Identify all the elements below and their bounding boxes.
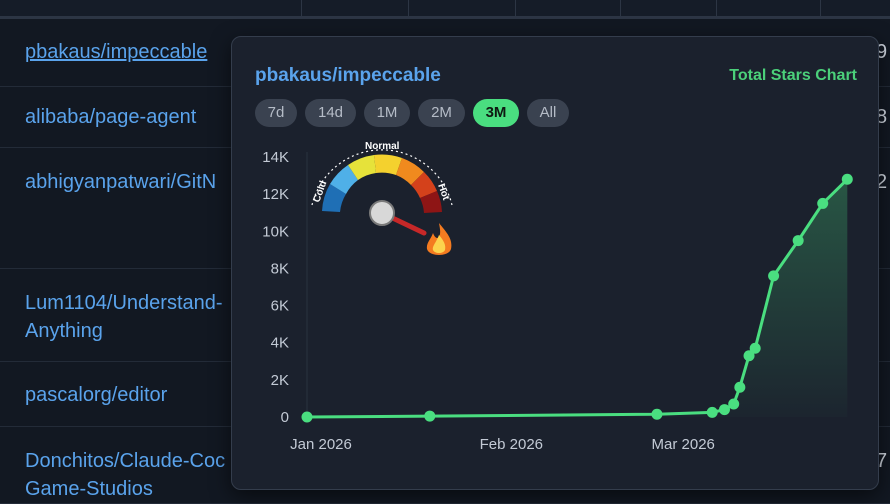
gauge-label-normal: Normal — [365, 141, 400, 152]
gauge-segment-cold — [322, 184, 346, 212]
popup-title[interactable]: pbakaus/impeccable — [255, 65, 441, 86]
data-point[interactable] — [424, 410, 436, 422]
row-value: 8 — [876, 106, 888, 128]
range-14d-button[interactable]: 14d — [305, 99, 356, 127]
data-point[interactable] — [768, 270, 780, 282]
repo-link-line2[interactable]: Game-Studios — [25, 478, 153, 500]
repo-link[interactable]: pbakaus/impeccable — [25, 41, 208, 63]
gauge-segment-warm — [396, 158, 424, 185]
table-header-strip — [0, 0, 890, 19]
y-tick-label: 0 — [281, 409, 289, 426]
range-7d-button[interactable]: 7d — [255, 99, 297, 127]
data-point[interactable] — [718, 404, 730, 416]
column-divider — [820, 0, 821, 16]
x-tick-label: Mar 2026 — [652, 436, 715, 453]
data-point[interactable] — [743, 350, 755, 362]
data-point[interactable] — [817, 197, 829, 209]
gauge-segment-very-hot — [420, 191, 442, 213]
gauge-segment-cool — [330, 165, 358, 194]
gauge-segment-normal — [374, 154, 402, 175]
data-point[interactable] — [301, 411, 313, 423]
data-point[interactable] — [749, 342, 761, 354]
stars-chart-popup: pbakaus/impeccable Total Stars Chart 7d … — [231, 36, 879, 490]
y-tick-label: 4K — [271, 335, 289, 352]
x-tick-label: Feb 2026 — [480, 436, 543, 453]
y-tick-label: 6K — [271, 298, 289, 315]
repo-link[interactable]: pascalorg/editor — [25, 384, 168, 406]
y-tick-label: 2K — [271, 372, 289, 389]
repo-link-line2[interactable]: Anything — [25, 320, 103, 342]
gauge-scale-arc — [311, 149, 453, 206]
gauge-segment-hot — [411, 172, 437, 198]
data-point[interactable] — [841, 173, 853, 185]
row-value: 2 — [876, 171, 888, 193]
column-divider — [620, 0, 621, 16]
y-tick-label: 10K — [262, 223, 289, 240]
y-tick-label: 8K — [271, 260, 289, 277]
flame-icon — [426, 223, 452, 255]
row-value: 7 — [876, 450, 888, 472]
row-value: 9 — [876, 41, 888, 63]
y-tick-label: 12K — [262, 186, 289, 203]
repo-link[interactable]: alibaba/page-agent — [25, 106, 197, 128]
range-2m-button[interactable]: 2M — [418, 99, 465, 127]
y-tick-label: 14K — [262, 149, 289, 166]
column-divider — [408, 0, 409, 16]
chart-label: Total Stars Chart — [729, 67, 857, 84]
data-point[interactable] — [706, 406, 718, 418]
range-3m-button[interactable]: 3M — [473, 99, 519, 127]
range-all-button[interactable]: All — [527, 99, 569, 127]
repo-link[interactable]: Lum1104/Understand- — [25, 292, 223, 314]
area-fill — [307, 179, 848, 417]
data-point[interactable] — [651, 408, 663, 420]
data-point[interactable] — [728, 398, 740, 410]
data-point[interactable] — [792, 235, 804, 247]
range-selector: 7d 14d 1M 2M 3M All — [255, 99, 569, 127]
x-tick-label: Jan 2026 — [290, 436, 352, 453]
stars-line-chart: 0 2K 4K 6K 8K 10K 12K 14K Jan 2026 Feb 2026 Mar 2… — [262, 141, 853, 453]
range-1m-button[interactable]: 1M — [364, 99, 410, 127]
data-point[interactable] — [734, 381, 746, 393]
column-divider — [301, 0, 302, 16]
heat-gauge: Cold Normal Hot — [311, 141, 453, 255]
repo-link[interactable]: abhigyanpatwari/GitN — [25, 171, 217, 193]
column-divider — [716, 0, 717, 16]
gauge-hub — [369, 200, 395, 226]
column-divider — [515, 0, 516, 16]
gauge-segment-normal-low — [348, 155, 376, 180]
repo-link[interactable]: Donchitos/Claude-Coc — [25, 450, 226, 472]
